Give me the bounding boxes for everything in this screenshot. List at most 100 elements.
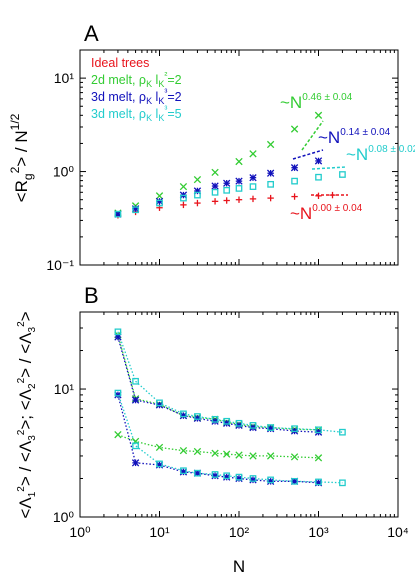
svg-text:~N0.46 ± 0.04: ~N0.46 ± 0.04: [280, 92, 353, 112]
y-tick-label: 10¹: [54, 70, 75, 86]
data-point-cross: [211, 449, 219, 457]
panel-a-annotations: ~N0.46 ± 0.04~N0.14 ± 0.04~N0.08 ± 0.02~…: [280, 92, 415, 223]
data-point-square: [223, 186, 231, 194]
series-line: [117, 392, 343, 484]
data-point-plus: [211, 198, 219, 205]
data-point-cross: [223, 450, 231, 458]
data-point-square: [156, 199, 163, 207]
data-point-star: [266, 169, 275, 177]
data-point-cross: [193, 175, 202, 184]
data-point-star: [131, 396, 140, 404]
data-point-square: [114, 389, 122, 397]
data-point-square: [114, 328, 122, 336]
data-point-square: [267, 476, 274, 484]
data-point-square: [223, 472, 231, 480]
data-point-square: [235, 419, 243, 427]
slope-annotation: ~N0.46 ± 0.04: [280, 92, 353, 151]
data-point-star: [290, 164, 299, 172]
data-point-square: [132, 377, 139, 385]
data-point-square: [339, 171, 346, 178]
data-point-star: [235, 177, 243, 185]
panel-a-label: A: [84, 21, 99, 46]
data-point-square: [132, 442, 139, 450]
data-point-cross: [155, 192, 164, 200]
data-point-square: [235, 185, 243, 192]
data-point-cross: [314, 111, 323, 119]
data-point-star: [249, 174, 257, 182]
series-line: [117, 331, 343, 433]
series-line: [117, 434, 319, 459]
y-tick-label: 10⁻¹: [46, 257, 74, 273]
slope-annotation: ~N0.00 ± 0.04: [290, 194, 363, 223]
data-point-star: [314, 157, 323, 165]
slope-annotation: ~N0.08 ± 0.02: [311, 144, 415, 170]
data-point-cross: [290, 125, 299, 133]
x-tick-label: 10²: [229, 524, 250, 540]
panel-b-frame: [79, 311, 399, 518]
data-point-square: [291, 425, 298, 433]
data-point-plus: [194, 199, 201, 207]
data-point-square: [235, 473, 243, 481]
data-point-plus: [291, 193, 298, 200]
y-tick-label: 10⁰: [53, 509, 75, 525]
data-point-square: [267, 424, 274, 431]
data-point-square: [180, 194, 187, 202]
data-point-square: [132, 206, 139, 214]
data-point-square: [211, 188, 219, 196]
data-point-square: [180, 467, 187, 475]
data-point-square: [194, 413, 201, 420]
panel-a-marks: [114, 111, 346, 219]
data-point-cross: [249, 150, 257, 158]
data-point-plus: [223, 197, 230, 204]
svg-text:~N0.00 ± 0.04: ~N0.00 ± 0.04: [290, 203, 363, 223]
data-point-cross: [211, 168, 219, 177]
panel-a-ylabel: <Rg2> / N1/2: [8, 113, 35, 202]
data-point-plus: [249, 195, 257, 203]
data-point-star: [131, 459, 140, 467]
series-line: [117, 334, 319, 431]
data-point-square: [223, 417, 231, 425]
data-point-square: [339, 479, 346, 487]
x-tick-label: 10¹: [149, 524, 170, 540]
data-point-square: [339, 428, 346, 436]
y-tick-label: 10⁰: [53, 164, 75, 180]
legend-entry: 3d melt, ρK lK³=5: [91, 104, 182, 123]
panel-b-xlabel: N: [233, 557, 245, 576]
data-point-cross: [290, 453, 299, 461]
legend-entry: 2d melt, ρK lK²=2: [91, 70, 182, 89]
legend-entry: 3d melt, ρK lK³=2: [91, 87, 182, 106]
data-point-square: [249, 475, 257, 482]
data-point-cross: [235, 451, 243, 459]
data-point-cross: [114, 431, 122, 439]
panel-b-lines: [117, 331, 343, 484]
data-point-square: [194, 469, 201, 477]
data-point-cross: [314, 454, 323, 462]
panel-a: A 10⁻¹ 10⁰ 10¹ ~N0.46 ± 0.04~N0.14 ± 0.04~…: [8, 21, 415, 273]
data-point-star: [223, 179, 231, 187]
data-point-square: [315, 478, 322, 486]
data-point-square: [291, 177, 298, 185]
data-point-cross: [155, 443, 164, 452]
data-point-plus: [267, 194, 274, 202]
data-point-square: [180, 410, 187, 418]
x-tick-label: 10³: [308, 524, 329, 540]
series-line: [117, 336, 319, 433]
x-tick-label: 10⁰: [69, 524, 91, 540]
data-point-square: [315, 173, 322, 181]
data-point-square: [211, 471, 219, 478]
y-tick-label: 10¹: [54, 381, 75, 397]
data-point-cross: [179, 182, 188, 191]
data-point-plus: [235, 196, 243, 203]
panel-b-ticks: 10⁰ 10¹ 10² 10³ 10⁴ 10⁰ 10¹: [53, 311, 409, 540]
data-point-square: [211, 415, 219, 423]
panel-b-marks: [114, 328, 346, 487]
data-point-square: [194, 191, 201, 199]
data-point-cross: [266, 140, 275, 149]
data-point-square: [249, 422, 257, 429]
data-point-cross: [266, 452, 275, 460]
data-point-square: [156, 399, 163, 407]
data-point-square: [114, 210, 122, 218]
x-tick-label: 10⁴: [387, 524, 409, 540]
